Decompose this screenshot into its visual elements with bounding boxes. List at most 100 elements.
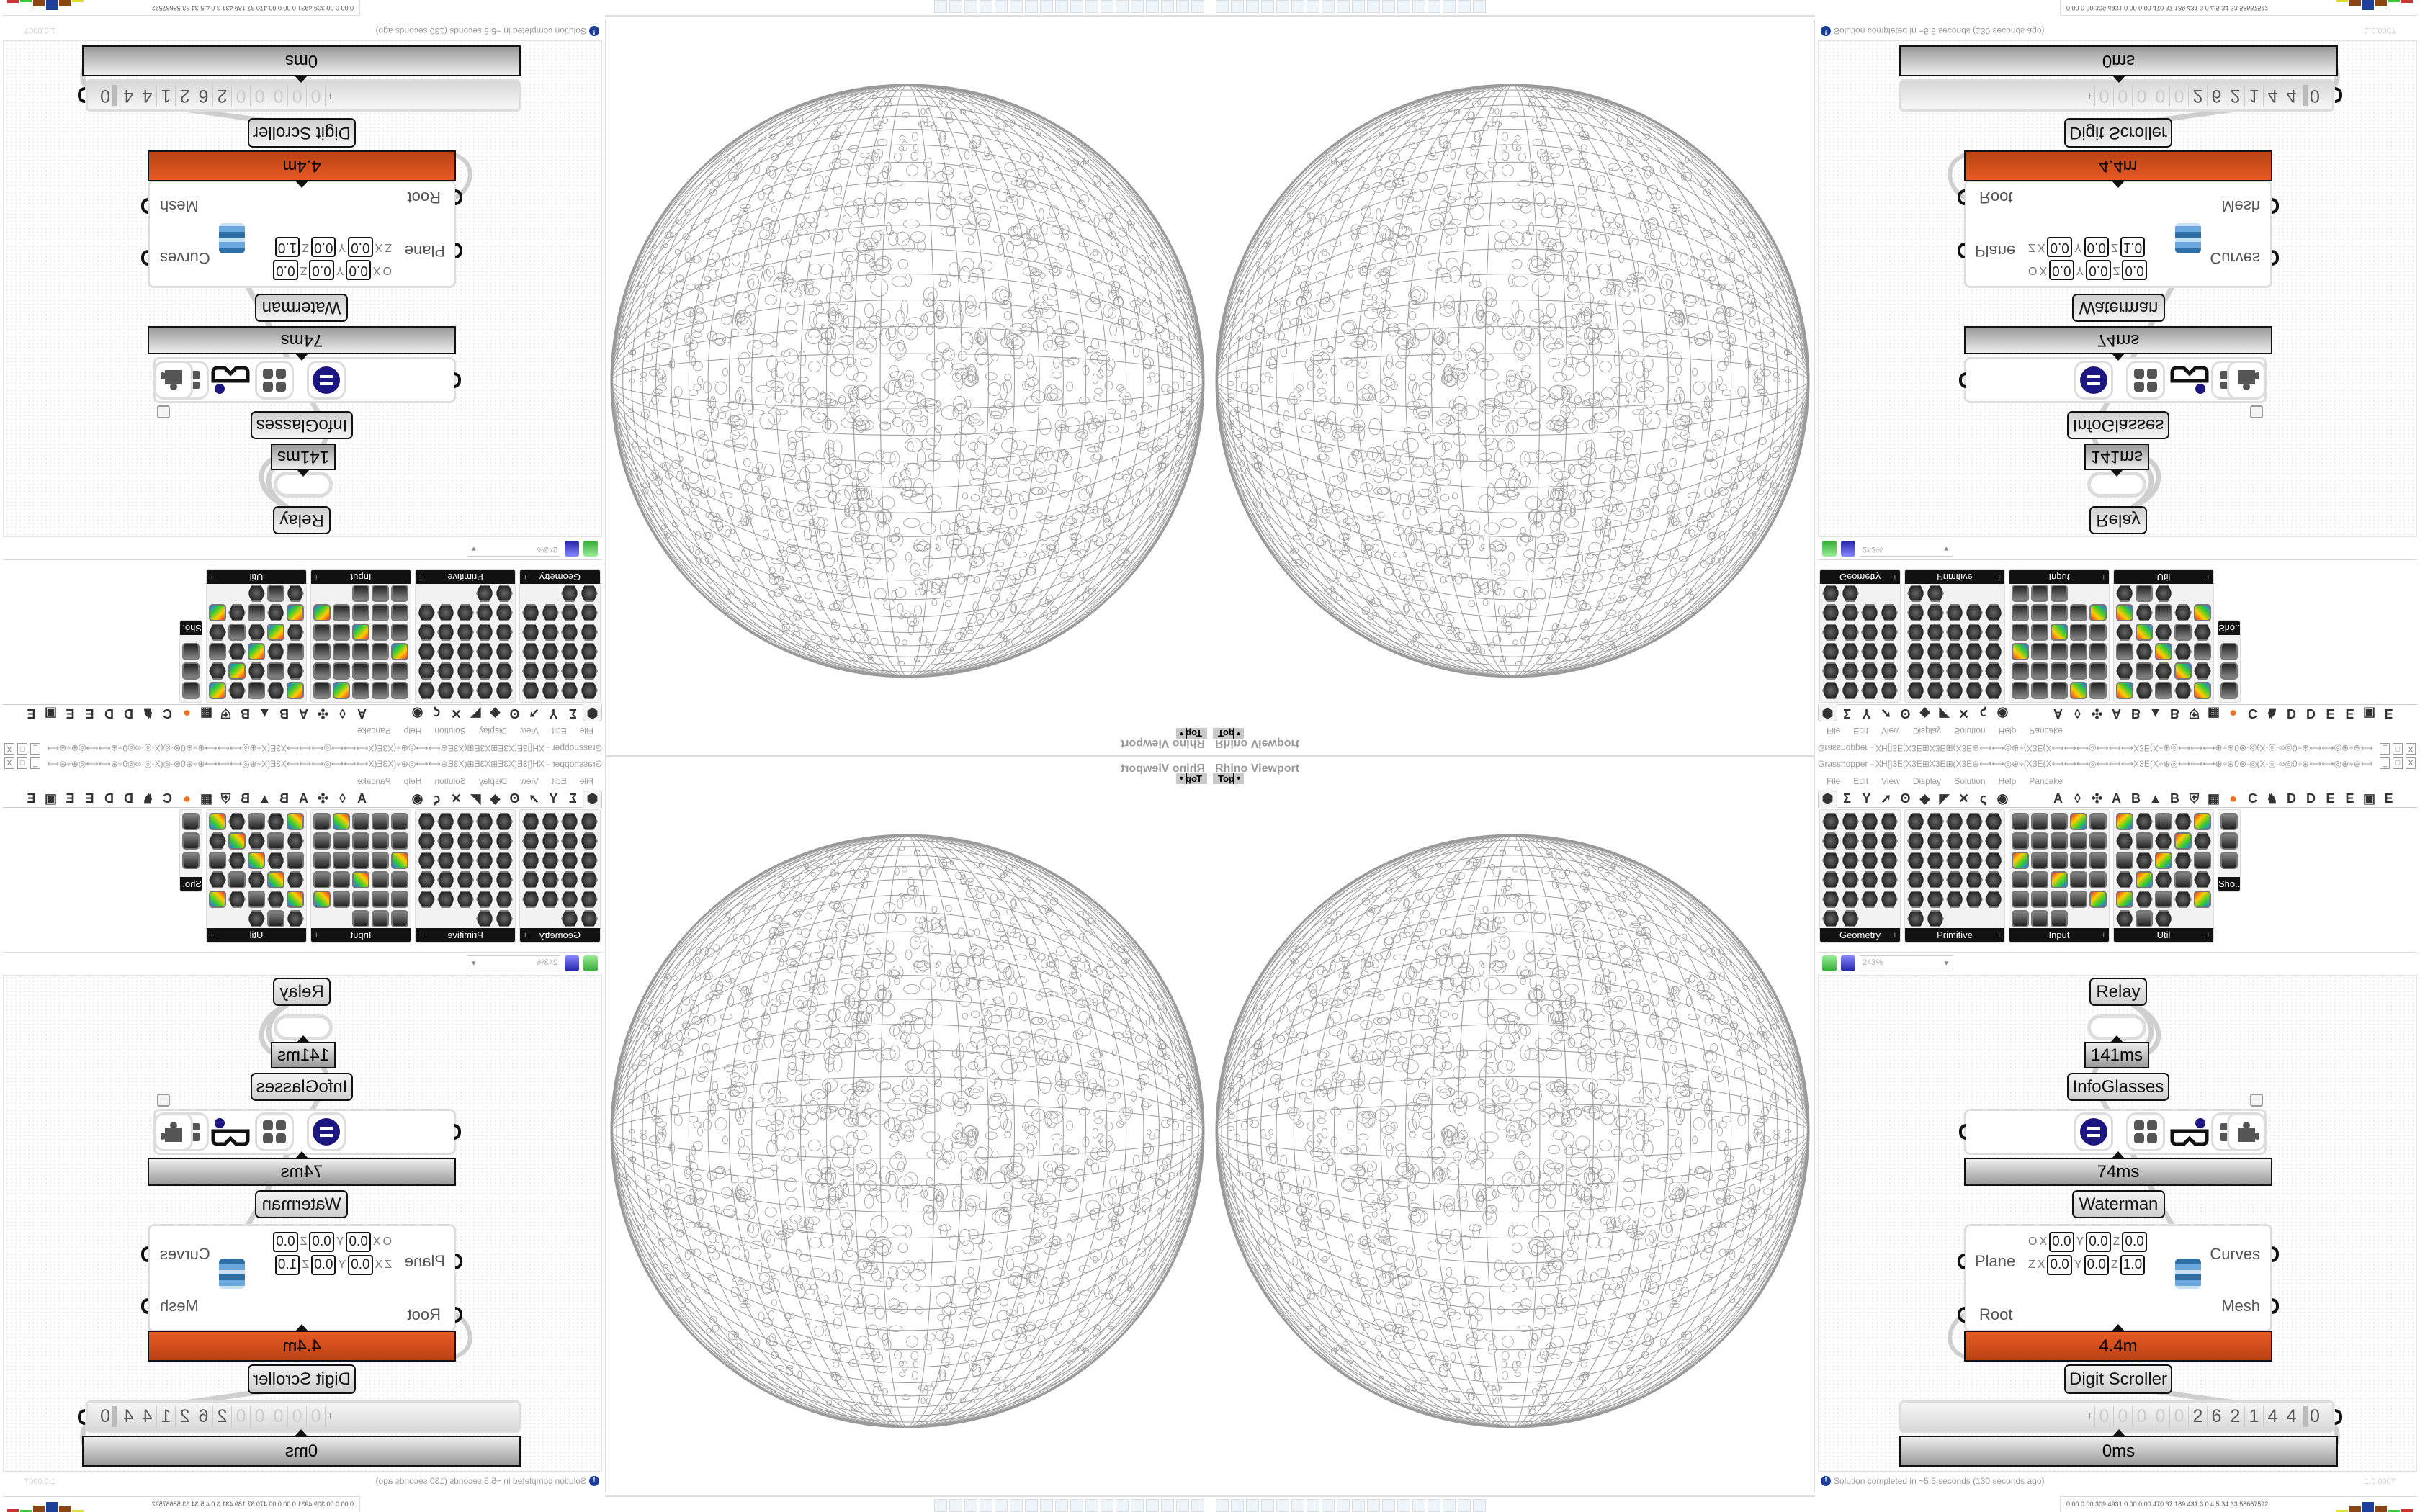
shaded-icon[interactable] (2168, 955, 2182, 971)
component-icon[interactable] (2136, 832, 2153, 850)
tab-icon[interactable]: ◉ (411, 791, 424, 806)
notepad-icon[interactable] (1246, 1499, 1259, 1512)
scroller-digit[interactable]: 4 (2263, 1406, 2282, 1427)
component-icon[interactable] (496, 813, 513, 830)
firefox-icon[interactable] (1428, 0, 1440, 13)
tab-letter[interactable]: B (2131, 791, 2141, 806)
component-icon[interactable] (2051, 910, 2068, 927)
component-icon[interactable] (267, 871, 284, 888)
control-panel-icon[interactable] (1055, 1499, 1068, 1512)
sketch-icon[interactable] (1999, 955, 2014, 971)
component-icon[interactable] (1907, 643, 1924, 660)
palette-label[interactable]: Geometry + (1820, 928, 1900, 942)
component-icon[interactable] (1861, 643, 1878, 660)
scroller-digit[interactable]: 4 (2282, 1406, 2300, 1427)
component-icon[interactable] (1985, 852, 2002, 869)
notepad-icon[interactable] (1085, 1499, 1098, 1512)
tab-letter[interactable]: E (2384, 791, 2393, 806)
component-icon[interactable] (1822, 643, 1839, 660)
component-icon[interactable] (2116, 910, 2133, 927)
notepad-icon[interactable] (1261, 0, 1274, 13)
notepad-icon[interactable] (1246, 0, 1259, 13)
blue-icon[interactable] (125, 955, 140, 971)
component-icon[interactable] (561, 852, 578, 869)
component-icon[interactable] (372, 852, 389, 869)
palette-label[interactable]: Primitive + (1905, 570, 2004, 584)
component-icon[interactable] (1907, 871, 1924, 888)
tab-icon[interactable]: ✕ (450, 791, 462, 806)
component-icon[interactable] (1907, 662, 1924, 680)
component-icon[interactable] (333, 832, 350, 850)
gh-canvas[interactable]: Relay 141ms InfoGlasses 74ms Waterman Pl… (3, 975, 602, 1472)
component-icon[interactable] (1842, 585, 1859, 602)
tab-letter[interactable]: ▣ (2362, 791, 2375, 806)
component-icon[interactable] (1946, 604, 1963, 621)
component-icon[interactable] (391, 832, 408, 850)
component-icon[interactable] (1985, 682, 2002, 699)
component-icon[interactable] (1842, 852, 1859, 869)
tab-letter[interactable]: E (85, 791, 94, 806)
component-icon[interactable] (2051, 871, 2068, 888)
component-icon[interactable] (248, 910, 265, 927)
component-icon[interactable] (1985, 662, 2002, 680)
component-icon[interactable] (1966, 682, 1983, 699)
component-icon[interactable] (1822, 891, 1839, 908)
minimize-button[interactable]: _ (30, 757, 40, 769)
component-icon[interactable] (1907, 852, 1924, 869)
scroller-digit[interactable]: 2 (176, 1406, 194, 1427)
zoom-extents-icon[interactable] (444, 955, 458, 971)
component-icon[interactable] (313, 813, 331, 830)
palette-label[interactable]: Geometry + (520, 928, 600, 942)
zaxis-x-field[interactable]: 0.0 (2047, 1255, 2072, 1275)
component-icon[interactable] (522, 891, 539, 908)
tab-icon[interactable]: ⬢ (1818, 790, 1837, 808)
expand-icon[interactable]: + (418, 931, 424, 940)
component-icon[interactable] (1927, 852, 1944, 869)
component-icon[interactable] (1985, 813, 2002, 830)
component-icon[interactable] (1881, 852, 1898, 869)
component-icon[interactable] (2116, 871, 2133, 888)
component-icon[interactable] (437, 852, 454, 869)
component-icon[interactable] (287, 871, 304, 888)
component-icon[interactable] (313, 871, 331, 888)
component-icon[interactable] (561, 813, 578, 830)
component-icon[interactable] (2070, 852, 2087, 869)
notepad-icon[interactable] (1382, 1499, 1395, 1512)
palette-label[interactable]: Sho... (177, 877, 202, 891)
component-icon[interactable] (1946, 624, 1963, 641)
component-icon[interactable] (2220, 832, 2238, 850)
component-icon[interactable] (2136, 852, 2153, 869)
sketch-icon[interactable] (406, 955, 421, 971)
component-icon[interactable] (476, 832, 493, 850)
component-icon[interactable] (437, 813, 454, 830)
gha-icon[interactable] (350, 955, 364, 971)
component-icon[interactable] (2194, 871, 2211, 888)
component-icon[interactable] (1985, 832, 2002, 850)
tab-letter[interactable]: E (27, 791, 36, 806)
component-icon[interactable] (1822, 624, 1839, 641)
rhino-viewport[interactable]: Rhino Viewport Top ▼ (605, 756, 1210, 1512)
tab-icon[interactable]: ʘ (1900, 706, 1911, 721)
tab-letter[interactable]: B (279, 791, 289, 806)
component-icon[interactable] (1842, 624, 1859, 641)
firefox-icon[interactable] (1428, 1499, 1440, 1512)
component-icon[interactable] (2155, 871, 2172, 888)
tab-letter[interactable]: B (241, 791, 250, 806)
tab-icon[interactable]: ◤ (1939, 791, 1950, 806)
tab-letter[interactable]: D (2306, 706, 2316, 721)
component-icon[interactable] (1927, 813, 1944, 830)
component-icon[interactable] (476, 871, 493, 888)
tab-letter[interactable]: ◊ (2074, 791, 2081, 806)
origin-x-field[interactable]: 0.0 (2049, 1232, 2074, 1252)
menu-item-solution[interactable]: Solution (1954, 726, 1986, 736)
monitor-icon[interactable] (1291, 0, 1304, 13)
component-icon[interactable] (1907, 585, 1924, 602)
tab-letter[interactable]: ● (183, 791, 191, 806)
component-icon[interactable] (437, 832, 454, 850)
component-icon[interactable] (2155, 852, 2172, 869)
orange-icon[interactable] (2262, 955, 2276, 971)
component-icon[interactable] (1985, 624, 2002, 641)
tab-letter[interactable]: ⛨ (2189, 791, 2200, 806)
tab-letter[interactable]: ✣ (2091, 791, 2103, 806)
